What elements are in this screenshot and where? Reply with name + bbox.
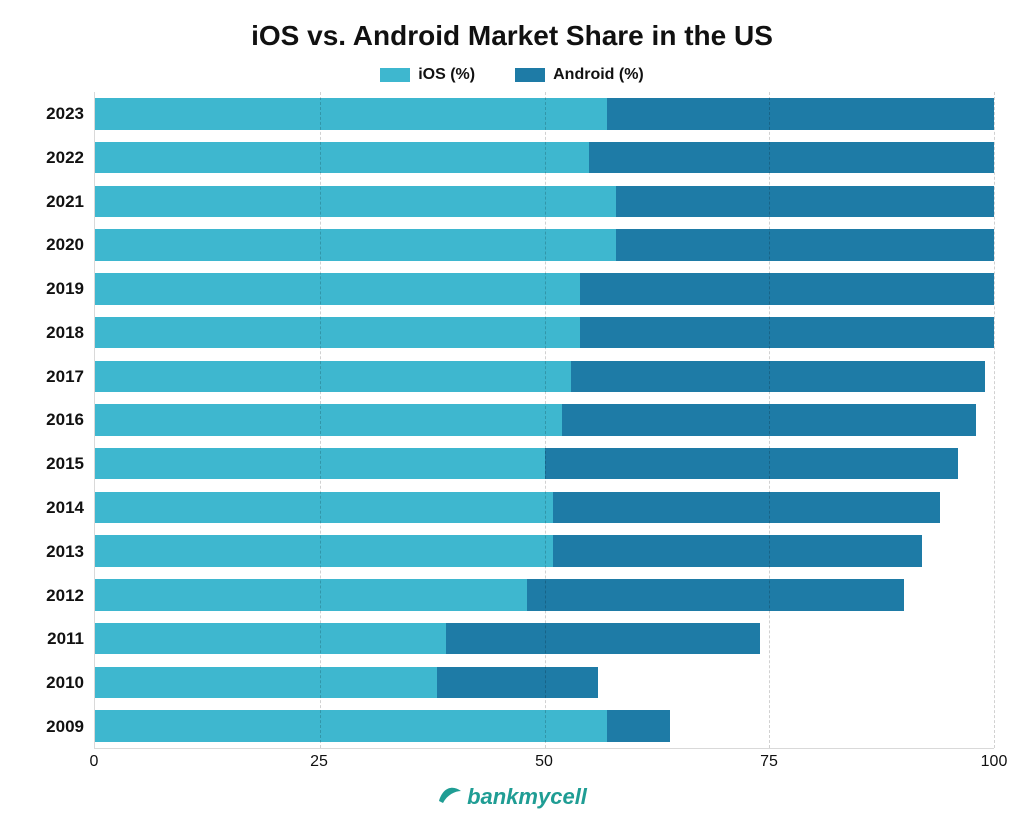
y-axis-label: 2011 bbox=[30, 618, 94, 662]
y-axis-label: 2022 bbox=[30, 136, 94, 180]
x-axis-tick: 0 bbox=[90, 753, 99, 771]
bar-segment-ios bbox=[95, 623, 446, 654]
y-axis-label: 2014 bbox=[30, 486, 94, 530]
x-axis-tick: 50 bbox=[535, 753, 553, 771]
bar-segment-android bbox=[571, 361, 985, 392]
y-axis-label: 2012 bbox=[30, 574, 94, 618]
y-axis-label: 2020 bbox=[30, 223, 94, 267]
bar-segment-android bbox=[616, 186, 994, 217]
legend-swatch-ios bbox=[380, 68, 410, 82]
y-axis-label: 2021 bbox=[30, 180, 94, 224]
bar-segment-android bbox=[446, 623, 761, 654]
y-axis-label: 2009 bbox=[30, 705, 94, 749]
bar-segment-ios bbox=[95, 667, 437, 698]
bar-segment-ios bbox=[95, 317, 580, 348]
bar-segment-android bbox=[589, 142, 994, 173]
y-axis-label: 2023 bbox=[30, 92, 94, 136]
bar-segment-android bbox=[607, 98, 994, 129]
y-axis-label: 2017 bbox=[30, 355, 94, 399]
chart-title: iOS vs. Android Market Share in the US bbox=[30, 20, 994, 52]
bar-segment-android bbox=[553, 492, 940, 523]
gridline bbox=[320, 92, 321, 748]
gridline bbox=[769, 92, 770, 748]
bar-segment-ios bbox=[95, 579, 527, 610]
y-axis-label: 2016 bbox=[30, 399, 94, 443]
bar-segment-ios bbox=[95, 142, 589, 173]
x-axis-tick: 75 bbox=[760, 753, 778, 771]
bar-segment-ios bbox=[95, 361, 571, 392]
legend-item-android: Android (%) bbox=[515, 66, 644, 84]
bar-segment-ios bbox=[95, 98, 607, 129]
bar-segment-android bbox=[527, 579, 905, 610]
bar-segment-ios bbox=[95, 186, 616, 217]
bar-segment-android bbox=[437, 667, 599, 698]
legend-swatch-android bbox=[515, 68, 545, 82]
bar-segment-ios bbox=[95, 273, 580, 304]
bar-segment-android bbox=[553, 535, 922, 566]
y-axis-label: 2015 bbox=[30, 442, 94, 486]
y-axis-labels: 2023202220212020201920182017201620152014… bbox=[30, 92, 94, 749]
y-axis-label: 2018 bbox=[30, 311, 94, 355]
legend: iOS (%) Android (%) bbox=[30, 66, 994, 84]
bar-segment-ios bbox=[95, 492, 553, 523]
bars-area bbox=[94, 92, 994, 749]
x-axis: 0255075100 bbox=[94, 749, 994, 777]
x-axis-tick: 25 bbox=[310, 753, 328, 771]
legend-label-ios: iOS (%) bbox=[418, 66, 475, 84]
brand-text: bankmycell bbox=[467, 784, 587, 810]
x-axis-tick: 100 bbox=[981, 753, 1008, 771]
brand-logo: bankmycell bbox=[30, 783, 994, 810]
bar-segment-android bbox=[545, 448, 959, 479]
legend-label-android: Android (%) bbox=[553, 66, 644, 84]
bar-segment-ios bbox=[95, 229, 616, 260]
bar-segment-android bbox=[580, 273, 994, 304]
brand-icon bbox=[437, 783, 463, 810]
y-axis-label: 2010 bbox=[30, 661, 94, 705]
y-axis-label: 2019 bbox=[30, 267, 94, 311]
gridline bbox=[545, 92, 546, 748]
legend-item-ios: iOS (%) bbox=[380, 66, 475, 84]
chart-container: iOS vs. Android Market Share in the US i… bbox=[0, 0, 1024, 820]
gridline bbox=[994, 92, 995, 748]
bar-segment-android bbox=[580, 317, 994, 348]
plot-area: 2023202220212020201920182017201620152014… bbox=[30, 92, 994, 749]
bar-segment-android bbox=[616, 229, 994, 260]
y-axis-label: 2013 bbox=[30, 530, 94, 574]
bar-segment-ios bbox=[95, 535, 553, 566]
bar-segment-android bbox=[607, 710, 670, 741]
bar-segment-ios bbox=[95, 404, 562, 435]
bar-segment-ios bbox=[95, 710, 607, 741]
